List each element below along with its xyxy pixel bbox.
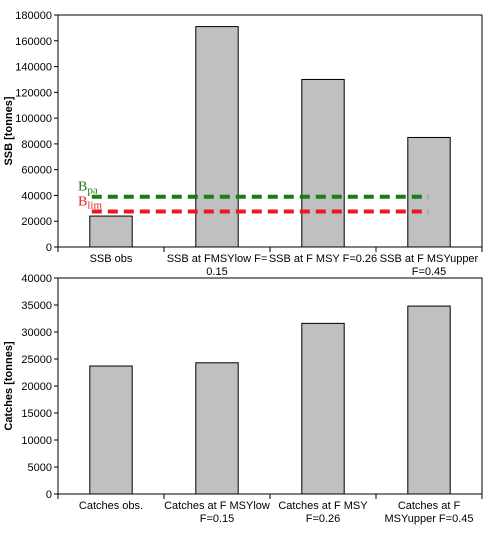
y-tick-label: 15000 <box>21 408 52 420</box>
category-label-line: SSB obs <box>90 253 133 265</box>
y-tick-label: 60000 <box>21 165 52 177</box>
category-label-line: SSB at F MSYupper <box>380 253 479 265</box>
y-tick-label: 40000 <box>21 190 52 202</box>
bar <box>407 136 451 248</box>
y-tick-label: 30000 <box>21 327 52 339</box>
bar <box>195 362 239 495</box>
category-label-line: F=0.26 <box>306 513 341 525</box>
y-tick-label: 100000 <box>15 113 52 125</box>
category-label-line: SSB at FMSYlow F= <box>167 253 268 265</box>
y-tick-label: 40000 <box>21 273 52 285</box>
category-label-line: F=0.15 <box>200 513 235 525</box>
bar <box>195 26 239 248</box>
category-label-line: Catches at F MSYlow <box>164 500 270 512</box>
category-label-line: Catches obs. <box>79 500 143 512</box>
category-label: SSB at FMSYlow F= 0.15 <box>167 253 268 278</box>
blim-label: Blim <box>78 195 102 212</box>
category-label-line: Catches at F MSY <box>278 500 368 512</box>
ref-label-sub: pa <box>87 185 98 197</box>
catches-chart: 0 5000 10000 15000 20000 25000 30000 35000 40000… <box>3 273 483 525</box>
ssb-chart: 0 20000 40000 60000 80000 100000 120000 140000 1… <box>3 10 483 278</box>
category-label: Catches at F MSYlow F=0.15 <box>164 500 270 525</box>
category-label: SSB at F MSYupper F=0.45 <box>380 253 479 278</box>
bar <box>301 78 345 248</box>
y-tick-label: 20000 <box>21 216 52 228</box>
y-tick-label: 160000 <box>15 36 52 48</box>
y-tick-label: 20000 <box>21 381 52 393</box>
y-tick-label: 180000 <box>15 10 52 22</box>
y-axis-label: Catches [tonnes] <box>3 341 15 431</box>
bar <box>407 305 451 495</box>
y-tick-label: 120000 <box>15 87 52 99</box>
y-tick-label: 0 <box>46 242 52 254</box>
y-tick-label: 10000 <box>21 435 52 447</box>
ref-label-sub: lim <box>87 200 102 212</box>
category-label: SSB obs <box>90 253 133 265</box>
category-label: Catches obs. <box>79 500 143 512</box>
category-label-line: F=0.45 <box>412 266 447 278</box>
category-label: Catches at F MSY F=0.26 <box>278 500 368 525</box>
bpa-label: Bpa <box>78 180 98 197</box>
bar <box>89 215 133 248</box>
y-tick-label: 140000 <box>15 62 52 74</box>
y-tick-label: 25000 <box>21 354 52 366</box>
category-label-line: Catches at F <box>398 500 461 512</box>
ref-label-main: B <box>78 180 87 195</box>
category-label: Catches at F MSYupper F=0.45 <box>385 500 474 525</box>
bar <box>89 365 133 495</box>
bar <box>301 322 345 495</box>
y-axis-label: SSB [tonnes] <box>3 96 15 165</box>
category-label-line: 0.15 <box>206 266 227 278</box>
y-tick-label: 35000 <box>21 300 52 312</box>
y-tick-label: 80000 <box>21 139 52 151</box>
category-label-line: SSB at F MSY F=0.26 <box>269 253 377 265</box>
category-label: SSB at F MSY F=0.26 <box>269 253 377 265</box>
y-tick-label: 5000 <box>28 462 52 474</box>
y-tick-label: 0 <box>46 489 52 501</box>
category-label-line: MSYupper F=0.45 <box>385 513 474 525</box>
ref-label-main: B <box>78 195 87 210</box>
